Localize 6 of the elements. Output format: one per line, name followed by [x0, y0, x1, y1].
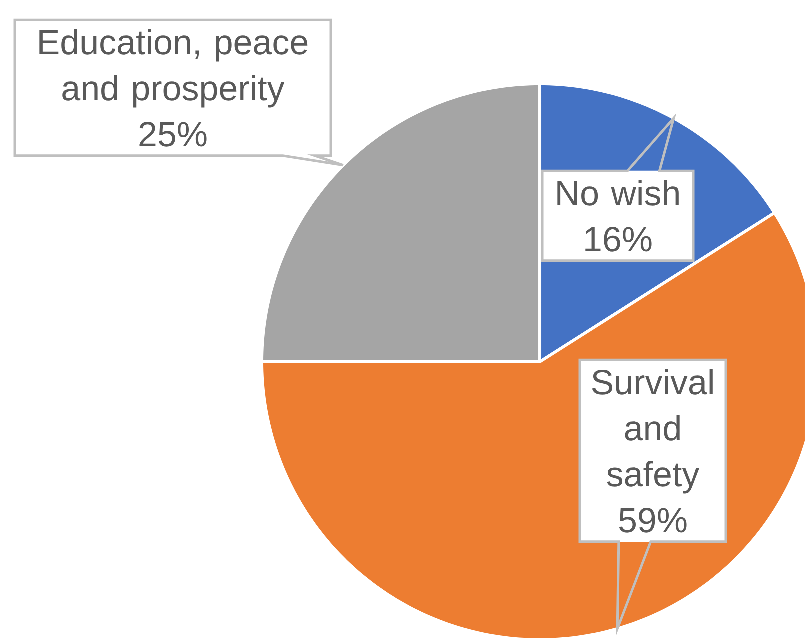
slice-label: Education, peace and prosperity — [40, 29, 308, 108]
slice-label: No wish — [558, 180, 679, 206]
slice-label: Survival and safety — [592, 369, 713, 494]
data-label: 16% — [586, 227, 652, 252]
data-label: 25% — [140, 122, 207, 147]
data-label: 59% — [619, 508, 687, 533]
